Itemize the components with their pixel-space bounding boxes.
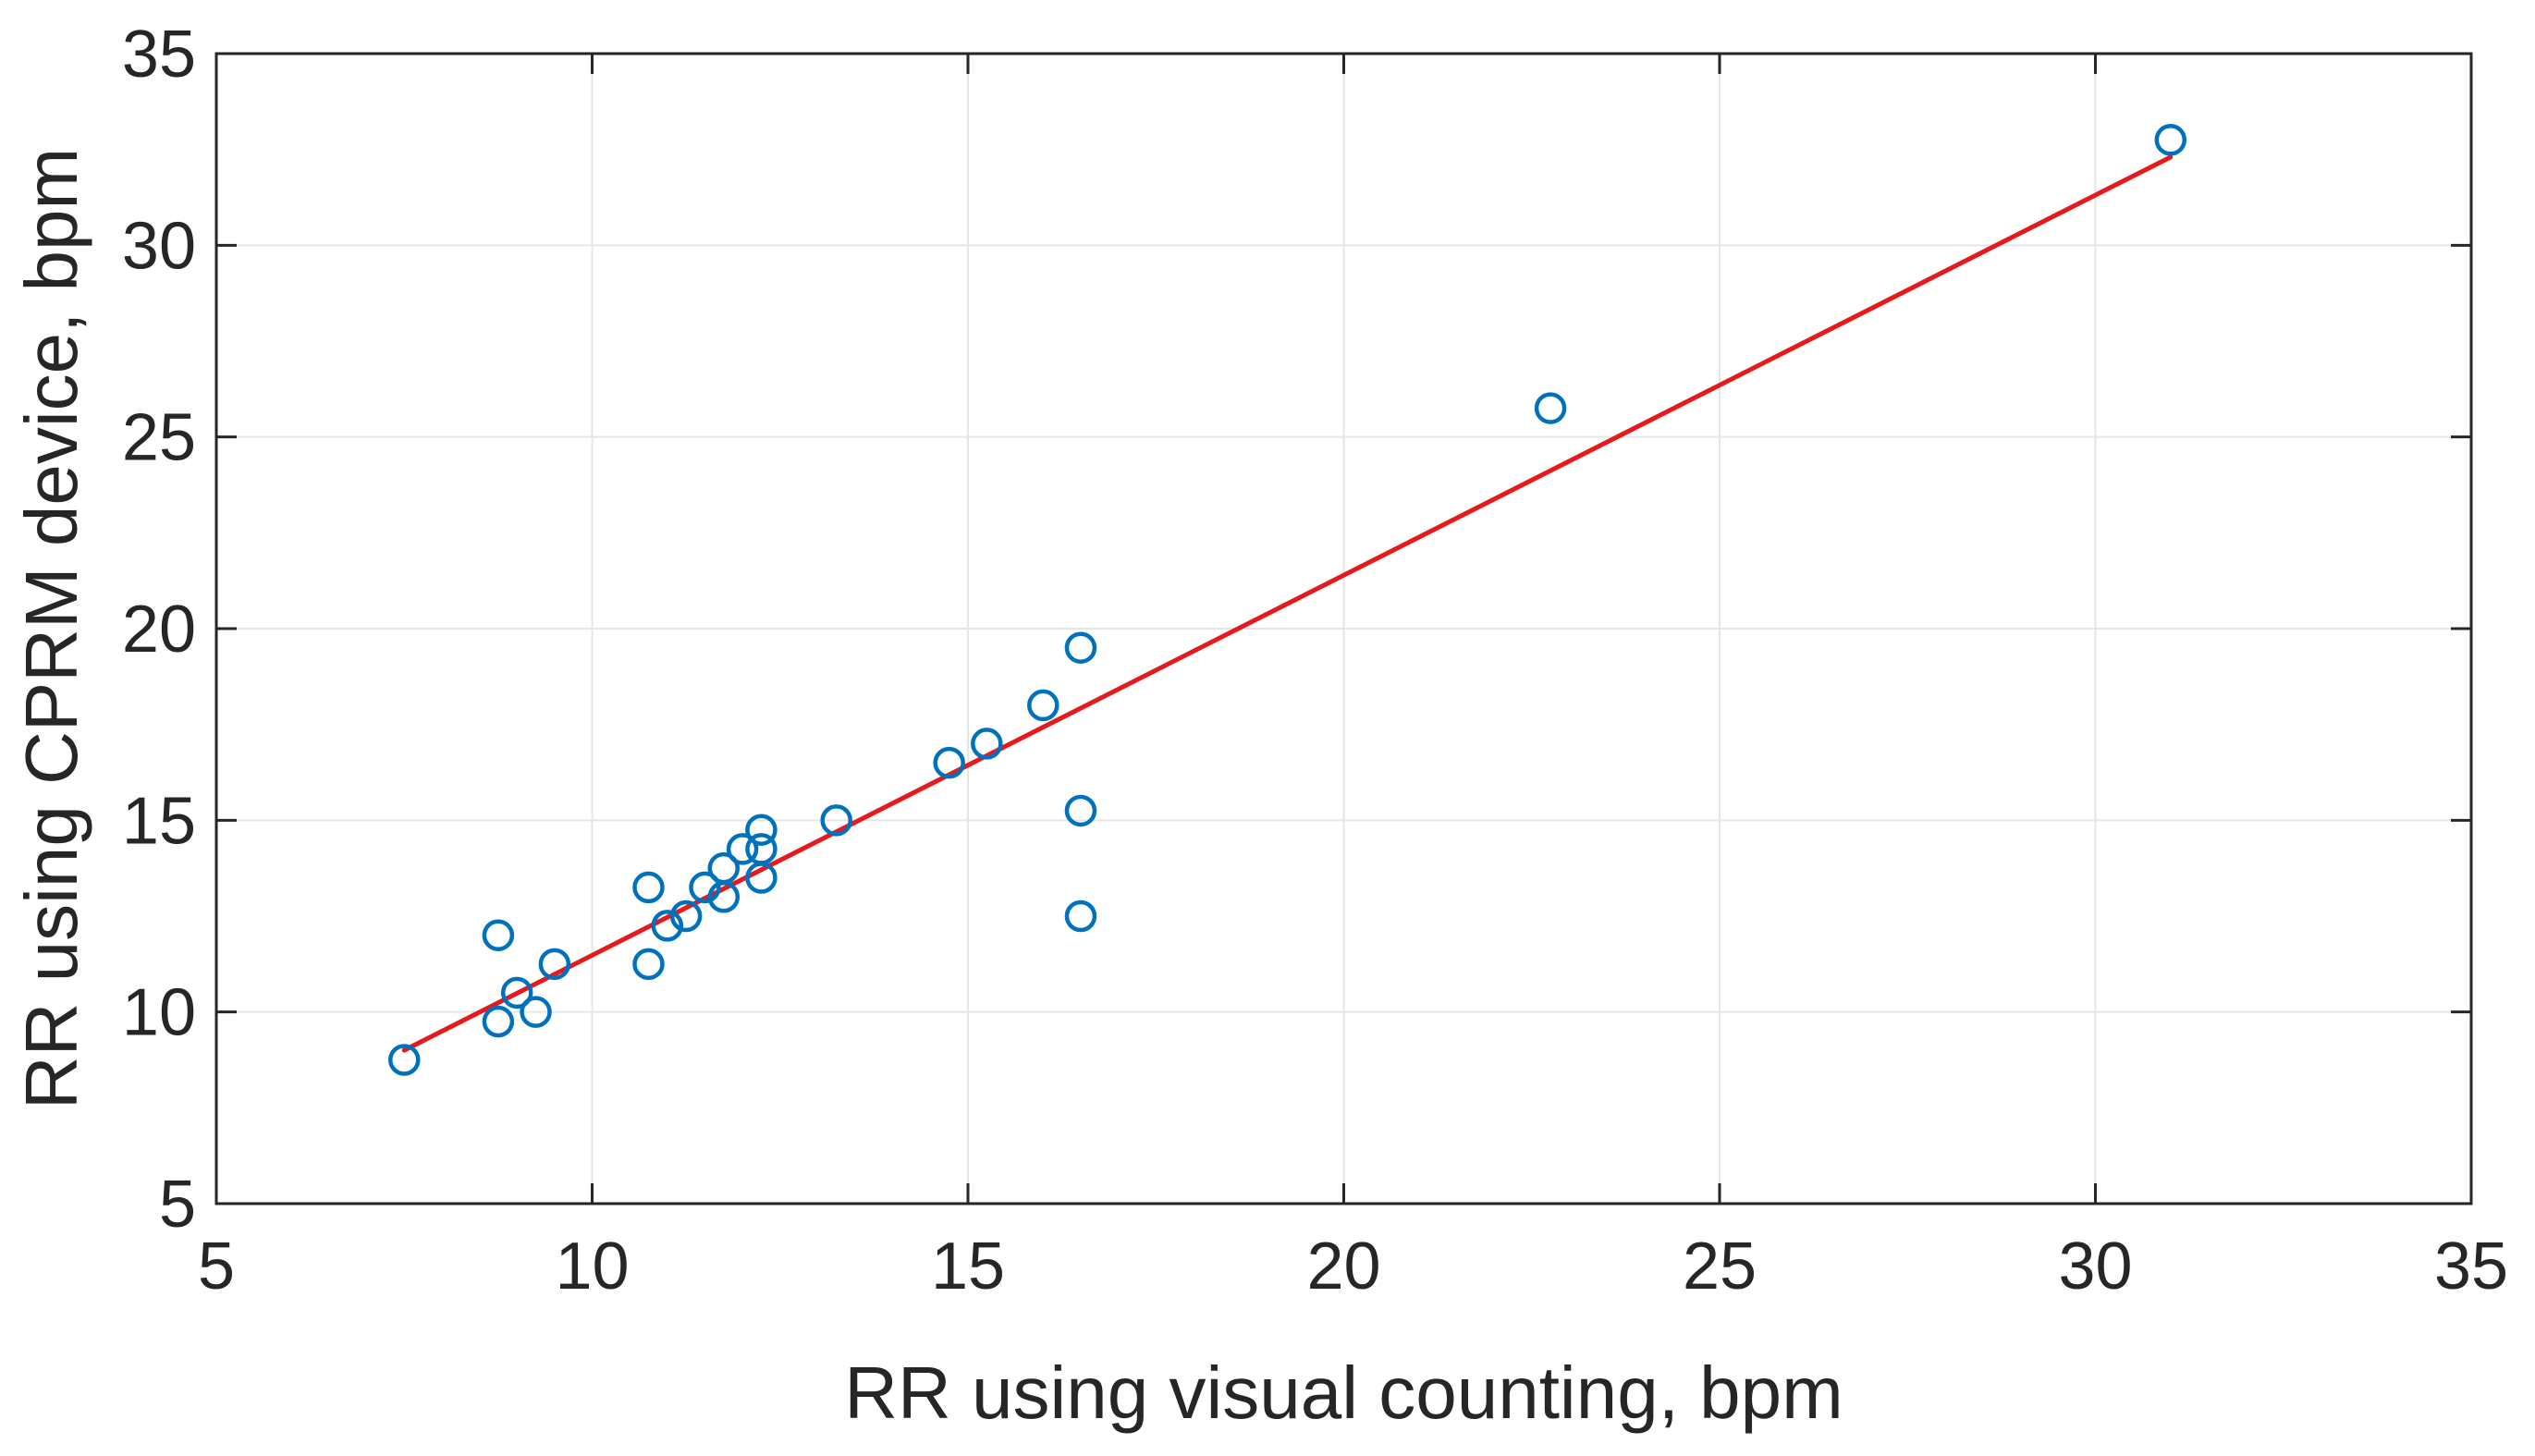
y-axis-label: RR using CPRM device, bpm — [10, 148, 92, 1109]
scatter-point — [1064, 631, 1097, 664]
scatter-point — [689, 871, 721, 904]
x-axis-tick-labels: 5 10 15 20 25 30 35 — [198, 1230, 2508, 1303]
x-tick-label: 10 — [555, 1230, 629, 1303]
scatter-point — [933, 746, 965, 779]
scatter-point — [726, 833, 759, 865]
y-tick-label: 10 — [122, 976, 196, 1050]
y-axis-tick-labels: 5 10 15 20 25 30 35 — [122, 18, 196, 1242]
scatter-point — [632, 871, 665, 904]
x-axis-label: RR using visual counting, bpm — [844, 1352, 1843, 1434]
y-tick-label: 25 — [122, 401, 196, 475]
scatter-point — [745, 833, 778, 865]
scatter-point — [538, 948, 571, 981]
scatter-point — [2154, 124, 2187, 156]
y-tick-label: 5 — [159, 1168, 196, 1242]
x-tick-label: 5 — [198, 1230, 235, 1303]
x-tick-label: 30 — [2058, 1230, 2132, 1303]
y-tick-label: 30 — [122, 209, 196, 283]
x-tick-label: 35 — [2434, 1230, 2508, 1303]
scatter-point — [632, 948, 665, 981]
regression-line — [401, 154, 2174, 1053]
scatter-point — [707, 851, 741, 885]
scatter-point — [971, 728, 1003, 760]
scatter-point — [1534, 392, 1567, 424]
x-tick-label: 20 — [1306, 1230, 1380, 1303]
data-series — [388, 124, 2187, 1076]
x-tick-label: 15 — [931, 1230, 1005, 1303]
axis-ticks — [214, 52, 2473, 1205]
scatter-point — [1027, 689, 1059, 722]
scatter-point — [482, 919, 515, 951]
scatter-point — [482, 1005, 515, 1038]
y-tick-label: 20 — [122, 593, 196, 667]
scatter-point — [500, 976, 533, 1009]
scatter-point — [388, 1044, 421, 1076]
scatter-point — [745, 814, 778, 846]
scatter-point — [520, 996, 552, 1028]
scatter-point — [651, 910, 684, 942]
scatter-point — [669, 899, 703, 933]
y-tick-label: 35 — [122, 18, 196, 92]
scatter-point — [1064, 899, 1097, 933]
scatter-point — [820, 804, 852, 837]
x-tick-label: 25 — [1683, 1230, 1757, 1303]
y-tick-label: 15 — [122, 784, 196, 858]
grid-lines — [216, 54, 2471, 1204]
scatter-point — [1064, 794, 1097, 827]
